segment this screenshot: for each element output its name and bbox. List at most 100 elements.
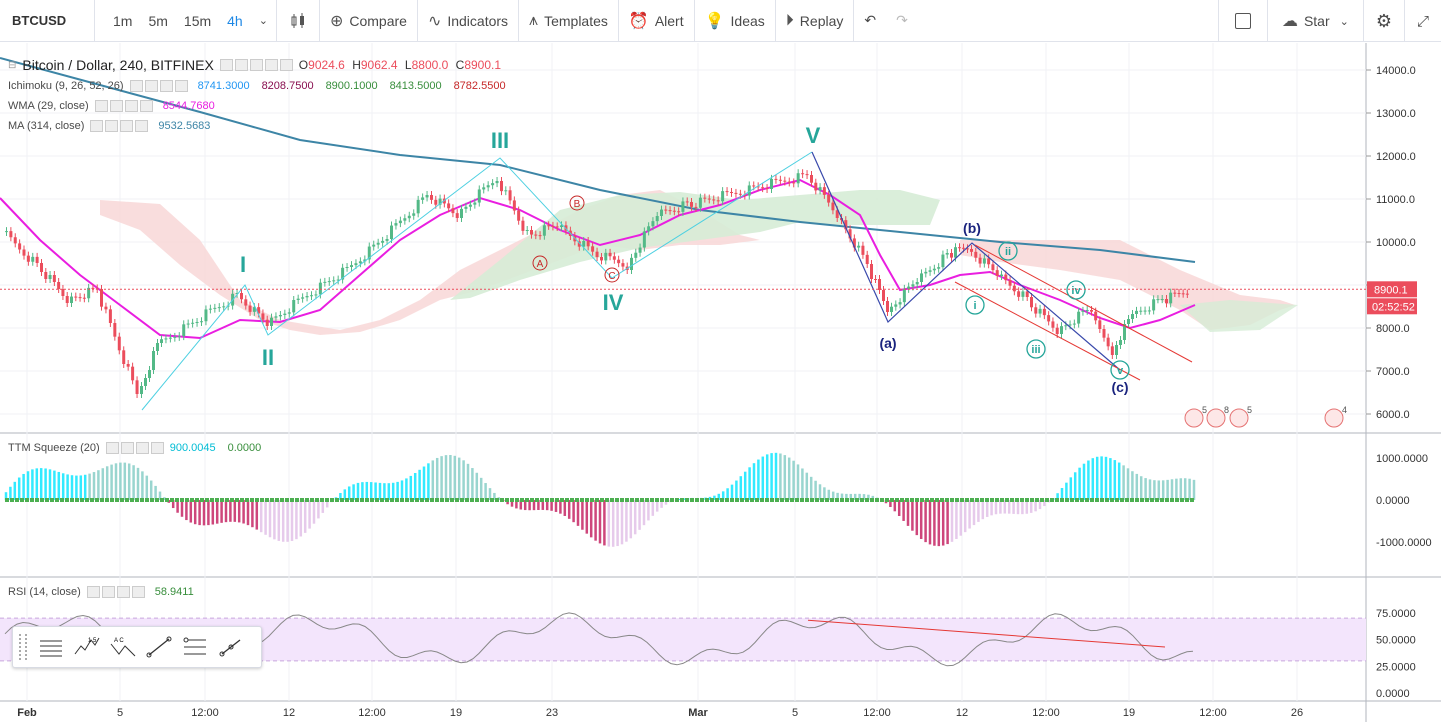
elliott-impulse-tool[interactable]: 1 5 bbox=[69, 629, 105, 665]
candle-body bbox=[634, 252, 638, 258]
candle-body bbox=[1094, 311, 1098, 321]
candle-body bbox=[367, 246, 371, 260]
star-button[interactable]: ☁ Star ⌄ bbox=[1281, 13, 1349, 30]
candle-body bbox=[928, 270, 932, 272]
countdown-badge bbox=[1367, 298, 1417, 315]
candle-body bbox=[954, 247, 957, 258]
time-tick-label: 26 bbox=[1291, 707, 1303, 719]
chart-type-button[interactable] bbox=[277, 0, 319, 42]
last-price-badge bbox=[1367, 281, 1417, 298]
candle-body bbox=[577, 241, 581, 247]
candle-body bbox=[827, 194, 831, 203]
candle-body bbox=[1081, 310, 1085, 312]
interval-5m[interactable]: 5m bbox=[148, 12, 168, 29]
candle-body bbox=[40, 263, 43, 272]
indicators-button[interactable]: ∿ Indicators bbox=[427, 12, 509, 30]
svg-text:1 5: 1 5 bbox=[88, 638, 97, 644]
candle-body bbox=[612, 256, 616, 260]
ichimoku-cloud-green bbox=[450, 190, 940, 300]
candle-body bbox=[844, 220, 848, 230]
candle-body bbox=[1004, 274, 1008, 281]
interval-15m[interactable]: 15m bbox=[183, 12, 212, 29]
fullscreen-select-button[interactable] bbox=[1219, 0, 1267, 42]
candle-body bbox=[1131, 314, 1134, 319]
interval-dropdown[interactable]: ⌄ bbox=[251, 0, 276, 42]
candle-body bbox=[504, 190, 508, 192]
redo-button[interactable]: ↷ bbox=[886, 0, 918, 42]
candle-body bbox=[1119, 340, 1122, 345]
fib-retracement-tool[interactable] bbox=[33, 629, 69, 665]
candle-body bbox=[792, 182, 796, 184]
price-tick-label: 12000.0 bbox=[1376, 151, 1416, 163]
candle-body bbox=[407, 215, 411, 219]
candle-body bbox=[547, 225, 551, 227]
ttm-legend[interactable]: TTM Squeeze (20) 900.0045 0.0000 bbox=[8, 442, 262, 454]
candle-body bbox=[1038, 308, 1042, 314]
elliott-correction-tool[interactable]: A C bbox=[105, 629, 141, 665]
candle-body bbox=[810, 175, 813, 183]
interval-4h[interactable]: 4h bbox=[227, 12, 243, 29]
candle-body bbox=[761, 187, 765, 189]
candle-body bbox=[787, 181, 791, 183]
fib-icon bbox=[40, 640, 62, 657]
ttm-tick-label: -1000.0000 bbox=[1376, 537, 1432, 549]
candle-body bbox=[752, 185, 756, 187]
candle-body bbox=[283, 313, 287, 315]
drag-handle[interactable] bbox=[19, 634, 27, 660]
candle-body bbox=[486, 185, 490, 188]
rsi-legend[interactable]: RSI (14, close) 58.9411 bbox=[8, 586, 194, 598]
candle-body bbox=[765, 188, 769, 190]
parallel-channel-tool[interactable] bbox=[177, 629, 213, 665]
wave-circle-small_i bbox=[965, 295, 985, 315]
compare-button[interactable]: ⊕ Compare bbox=[329, 12, 407, 30]
alert-button[interactable]: ⏰ Alert bbox=[628, 12, 684, 30]
channel-icon bbox=[183, 637, 206, 655]
candle-body bbox=[434, 199, 438, 205]
ichimoku-legend[interactable]: Ichimoku (9, 26, 52, 26) 8741.3000 8208.… bbox=[8, 80, 506, 92]
fullscreen-button[interactable]: ⤢ bbox=[1405, 0, 1441, 42]
candle-body bbox=[551, 225, 555, 227]
indicators-icon: ∿ bbox=[427, 12, 442, 30]
candle-body bbox=[617, 259, 621, 264]
time-tick-label: Feb bbox=[17, 707, 37, 719]
trend-line-icon bbox=[146, 636, 172, 658]
replay-icon: ⏵ bbox=[785, 11, 794, 29]
ttm-tick-label: 0.0000 bbox=[1376, 495, 1410, 507]
candle-body bbox=[78, 297, 82, 299]
interval-1m[interactable]: 1m bbox=[113, 12, 133, 29]
chevron-down-icon: ⌄ bbox=[1339, 15, 1349, 28]
settings-button[interactable]: ⚙ bbox=[1364, 0, 1404, 42]
ray-tool[interactable] bbox=[213, 629, 249, 665]
candle-body bbox=[44, 272, 48, 279]
wave-circle-small_ii bbox=[998, 241, 1018, 261]
candle-body bbox=[1147, 310, 1151, 312]
candle-body bbox=[1042, 308, 1046, 316]
candle-body bbox=[857, 245, 861, 248]
candle-body bbox=[70, 296, 73, 303]
undo-button[interactable]: ↶ bbox=[854, 0, 886, 42]
legend-buttons[interactable] bbox=[219, 59, 293, 71]
templates-button[interactable]: ⩚ Templates bbox=[529, 11, 608, 29]
candle-body bbox=[886, 301, 889, 312]
candles-icon bbox=[291, 12, 304, 28]
candle-body bbox=[122, 350, 126, 364]
candle-body bbox=[1173, 292, 1177, 294]
candle-body bbox=[144, 378, 147, 386]
ma-legend[interactable]: MA (314, close) 9532.5683 bbox=[8, 120, 211, 132]
wave-circle-A bbox=[532, 255, 548, 271]
wma-legend[interactable]: WMA (29, close) 8544.7680 bbox=[8, 100, 215, 112]
candle-body bbox=[878, 279, 881, 290]
event-flag-icon bbox=[1324, 408, 1344, 428]
undo-icon: ↶ bbox=[864, 12, 877, 28]
symbol-search[interactable]: BTCUSD bbox=[0, 0, 95, 42]
candle-body bbox=[292, 300, 296, 313]
candle-body bbox=[421, 197, 425, 200]
candle-body bbox=[685, 201, 689, 203]
trend-line-tool[interactable] bbox=[141, 629, 177, 665]
countdown-label: 02:52:52 bbox=[1372, 301, 1415, 313]
replay-button[interactable]: ⏵ Replay bbox=[785, 11, 844, 29]
ideas-button[interactable]: 💡 Ideas bbox=[704, 12, 765, 30]
collapse-icon[interactable]: ⊟ bbox=[8, 59, 17, 71]
